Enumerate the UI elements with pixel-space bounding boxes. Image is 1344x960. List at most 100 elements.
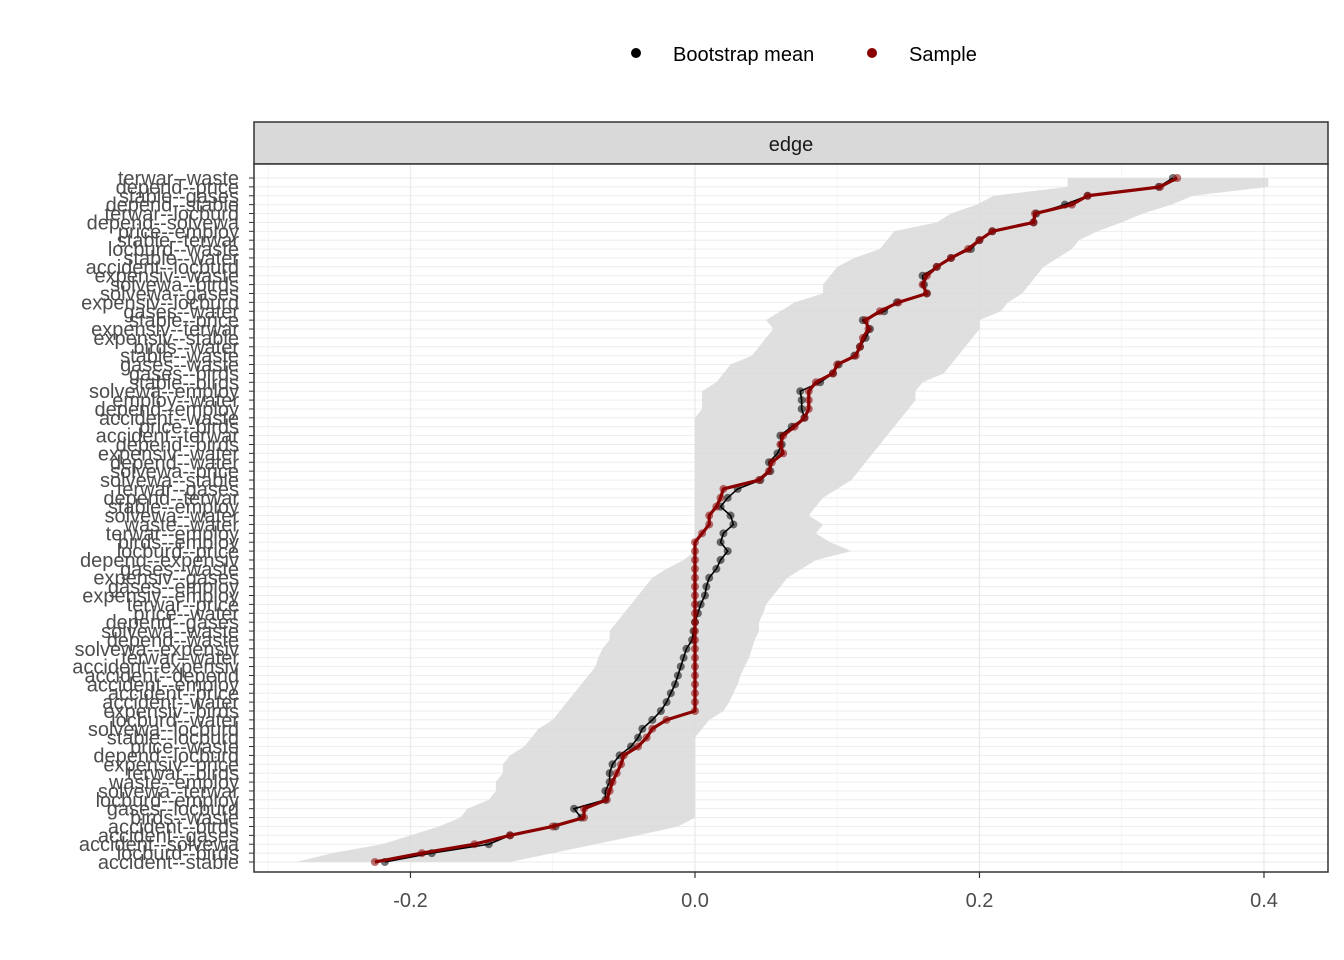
sample-point: [691, 645, 699, 653]
bootstrap-mean-point: [634, 734, 642, 742]
sample-point: [717, 494, 725, 502]
legend: Bootstrap mean Sample: [631, 44, 977, 66]
bootstrap-mean-point: [796, 387, 804, 395]
sample-point: [865, 325, 873, 333]
bootstrap-mean-point: [701, 592, 709, 600]
sample-point: [947, 254, 955, 262]
sample-point: [648, 725, 656, 733]
sample-point: [862, 316, 870, 324]
sample-point: [691, 592, 699, 600]
sample-point: [691, 538, 699, 546]
bootstrap-mean-point: [638, 725, 646, 733]
sample-point: [988, 227, 996, 235]
bootstrap-mean-point: [648, 716, 656, 724]
bootstrap-mean-point: [606, 769, 614, 777]
sample-point: [801, 414, 809, 422]
sample-point: [805, 387, 813, 395]
bootstrap-mean-point: [682, 645, 690, 653]
sample-point: [691, 689, 699, 697]
sample-point: [829, 369, 837, 377]
bootstrap-mean-point: [702, 583, 710, 591]
sample-point: [776, 440, 784, 448]
sample-point: [859, 334, 867, 342]
sample-point: [779, 449, 787, 457]
x-tick-label: 0.4: [1250, 890, 1278, 912]
x-tick-label: 0.0: [681, 890, 709, 912]
bootstrap-mean-point: [663, 698, 671, 706]
sample-point: [608, 778, 616, 786]
sample-point: [691, 627, 699, 635]
sample-point: [933, 263, 941, 271]
sample-point: [613, 769, 621, 777]
sample-point: [1068, 201, 1076, 209]
bootstrap-mean-point: [677, 663, 685, 671]
sample-point: [606, 787, 614, 795]
sample-point: [833, 361, 841, 369]
sample-point: [691, 583, 699, 591]
sample-point: [603, 796, 611, 804]
sample-point: [691, 618, 699, 626]
sample-point: [620, 751, 628, 759]
bootstrap-mean-point: [671, 680, 679, 688]
sample-point: [691, 671, 699, 679]
sample-point: [923, 289, 931, 297]
sample-point: [549, 822, 557, 830]
sample-point: [691, 600, 699, 608]
bootstrap-mean-point: [798, 396, 806, 404]
legend-sample-label: Sample: [909, 44, 977, 66]
sample-point: [705, 512, 713, 520]
sample-point: [691, 654, 699, 662]
sample-point: [1156, 183, 1164, 191]
sample-point: [1030, 218, 1038, 226]
sample-point: [634, 743, 642, 751]
sample-point: [691, 547, 699, 555]
bootstrap-mean-point: [674, 671, 682, 679]
x-axis: -0.2 0.0 0.2 0.4: [393, 872, 1278, 912]
sample-point: [975, 236, 983, 244]
sample-point: [691, 663, 699, 671]
sample-point: [691, 680, 699, 688]
sample-point: [876, 307, 884, 315]
sample-point: [691, 698, 699, 706]
sample-point: [698, 529, 706, 537]
bootstrap-mean-point: [719, 529, 727, 537]
sample-point: [371, 858, 379, 866]
bootstrap-mean-point: [680, 654, 688, 662]
sample-point: [1031, 210, 1039, 218]
bootstrap-mean-point: [798, 405, 806, 413]
sample-point: [755, 476, 763, 484]
sample-point: [719, 485, 727, 493]
y-axis-labels: terwar--wastedepend--pricestable--gasesd…: [72, 168, 240, 874]
sample-point: [691, 556, 699, 564]
sample-point: [643, 734, 651, 742]
sample-point: [768, 458, 776, 466]
bootstrap-mean-point: [570, 805, 578, 813]
sample-point: [852, 352, 860, 360]
bootstrap-mean-point: [705, 574, 713, 582]
sample-point: [705, 520, 713, 528]
facet-strip: edge: [254, 122, 1328, 164]
sample-point: [691, 636, 699, 644]
sample-point: [856, 343, 864, 351]
bootstrap-mean-point: [608, 760, 616, 768]
sample-point: [805, 405, 813, 413]
sample-point: [691, 574, 699, 582]
bootstrap-mean-point: [717, 538, 725, 546]
bootstrap-mean-point: [724, 494, 732, 502]
legend-bootstrap-key: [631, 48, 641, 58]
sample-point: [919, 281, 927, 289]
bootstrap-mean-point: [657, 707, 665, 715]
y-tick-label: accident--stable: [98, 852, 239, 874]
bootstrap-mean-point: [724, 547, 732, 555]
sample-point: [691, 707, 699, 715]
sample-point: [663, 716, 671, 724]
sample-point: [580, 805, 588, 813]
facet-strip-label: edge: [769, 134, 814, 156]
sample-point: [580, 814, 588, 822]
sample-point: [805, 396, 813, 404]
sample-point: [712, 503, 720, 511]
bootstrap-mean-point: [712, 565, 720, 573]
sample-point: [791, 423, 799, 431]
sample-point: [1084, 192, 1092, 200]
